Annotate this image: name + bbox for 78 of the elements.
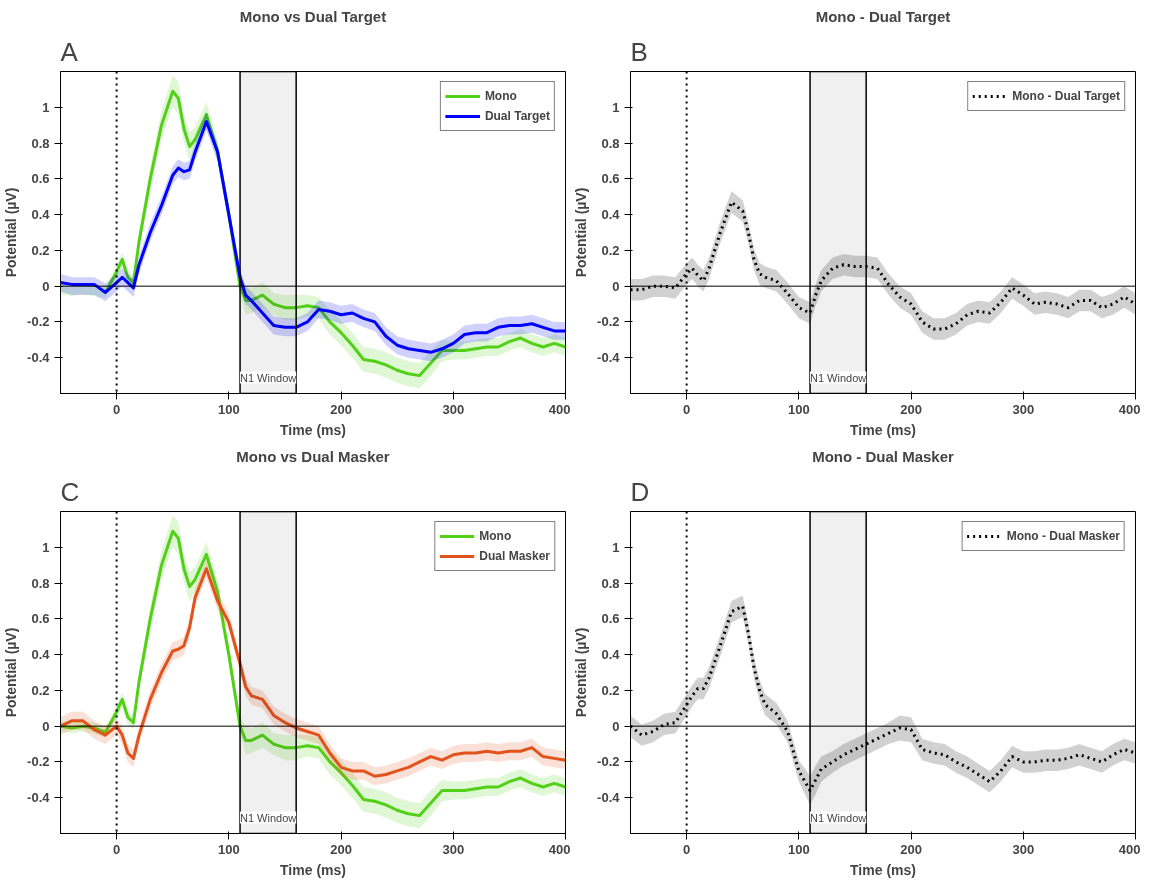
- y-tick-label: 0.6: [31, 171, 50, 187]
- y-axis-title: Potential (µV): [573, 187, 590, 278]
- y-tick-label: 1: [612, 99, 620, 115]
- y-tick-label: 0.6: [31, 611, 50, 627]
- y-tick-label: 0.2: [601, 682, 620, 698]
- chart-title: Mono - Dual Target: [815, 7, 951, 25]
- x-axis-title: Time (ms): [280, 421, 346, 438]
- y-tick-label: -0.2: [597, 314, 620, 330]
- x-tick-label: 100: [217, 401, 240, 417]
- x-axis-title: Time (ms): [280, 861, 346, 878]
- x-tick-label: 400: [1118, 841, 1141, 857]
- chart-title: Mono vs Dual Masker: [236, 447, 390, 465]
- y-tick-label: 0.8: [31, 135, 50, 151]
- x-tick-label: 0: [683, 841, 691, 857]
- y-tick-label: 0.2: [601, 242, 620, 258]
- x-tick-label: 300: [1012, 401, 1035, 417]
- x-tick-label: 100: [787, 401, 810, 417]
- band-label: N1 Window: [809, 371, 867, 384]
- y-tick-label: -0.4: [27, 350, 51, 366]
- y-tick-label: 0.6: [601, 611, 620, 627]
- y-tick-label: -0.4: [597, 790, 621, 806]
- x-axis-title: Time (ms): [850, 421, 916, 438]
- x-tick-label: 100: [787, 841, 810, 857]
- text: B: [630, 36, 648, 67]
- y-tick-label: -0.4: [597, 350, 621, 366]
- y-axis-title: Potential (µV): [573, 627, 590, 718]
- x-tick-label: 400: [548, 841, 571, 857]
- x-tick-label: 100: [217, 841, 240, 857]
- x-tick-label: 0: [113, 841, 121, 857]
- text: D: [630, 476, 650, 507]
- band-label: N1 Window: [809, 811, 867, 824]
- y-tick-label: 0: [42, 278, 50, 294]
- x-axis-title: Time (ms): [850, 861, 916, 878]
- text: A: [60, 36, 79, 67]
- y-tick-label: 0.8: [601, 575, 620, 591]
- y-axis-title: Potential (µV): [3, 627, 20, 718]
- y-tick-label: 0: [612, 278, 620, 294]
- y-tick-label: 0.4: [601, 207, 621, 223]
- chart-title: Mono - Dual Masker: [812, 447, 955, 465]
- y-tick-label: 0.2: [31, 682, 50, 698]
- y-tick-label: 0.4: [31, 647, 51, 663]
- x-tick-label: 200: [900, 841, 922, 857]
- band-label: N1 Window: [239, 811, 297, 824]
- y-tick-label: -0.2: [27, 314, 50, 330]
- y-tick-label: 0.8: [601, 135, 620, 151]
- x-tick-label: 400: [548, 401, 571, 417]
- y-tick-label: 1: [42, 539, 50, 555]
- x-tick-label: 200: [330, 841, 352, 857]
- x-tick-label: 200: [900, 401, 922, 417]
- x-tick-label: 0: [113, 401, 121, 417]
- y-tick-label: -0.2: [597, 754, 620, 770]
- y-tick-label: 0: [42, 718, 50, 734]
- legend-label: Dual Target: [484, 109, 550, 123]
- legend-label: Dual Masker: [479, 549, 550, 563]
- y-tick-label: 0.8: [31, 575, 50, 591]
- y-tick-label: -0.2: [27, 754, 50, 770]
- x-tick-label: 400: [1118, 401, 1141, 417]
- y-tick-label: 0.4: [601, 647, 621, 663]
- x-tick-label: 0: [683, 401, 691, 417]
- y-tick-label: 0.2: [31, 242, 50, 258]
- y-tick-label: 0.6: [601, 171, 620, 187]
- y-tick-label: 0: [612, 718, 620, 734]
- x-tick-label: 300: [442, 401, 465, 417]
- legend-label: Mono: [479, 529, 512, 543]
- y-tick-label: 1: [42, 99, 50, 115]
- legend-label: Mono: [484, 89, 517, 103]
- x-tick-label: 200: [330, 401, 352, 417]
- y-tick-label: 1: [612, 539, 620, 555]
- band-label: N1 Window: [239, 371, 297, 384]
- y-axis-title: Potential (µV): [3, 187, 20, 278]
- y-tick-label: 0.4: [31, 207, 51, 223]
- y-tick-label: -0.4: [27, 790, 51, 806]
- x-tick-label: 300: [442, 841, 465, 857]
- chart-title: Mono vs Dual Target: [239, 7, 387, 25]
- legend-label: Mono - Dual Target: [1012, 89, 1120, 103]
- x-tick-label: 300: [1012, 841, 1035, 857]
- legend-label: Mono - Dual Masker: [1006, 529, 1120, 543]
- text: C: [60, 476, 80, 507]
